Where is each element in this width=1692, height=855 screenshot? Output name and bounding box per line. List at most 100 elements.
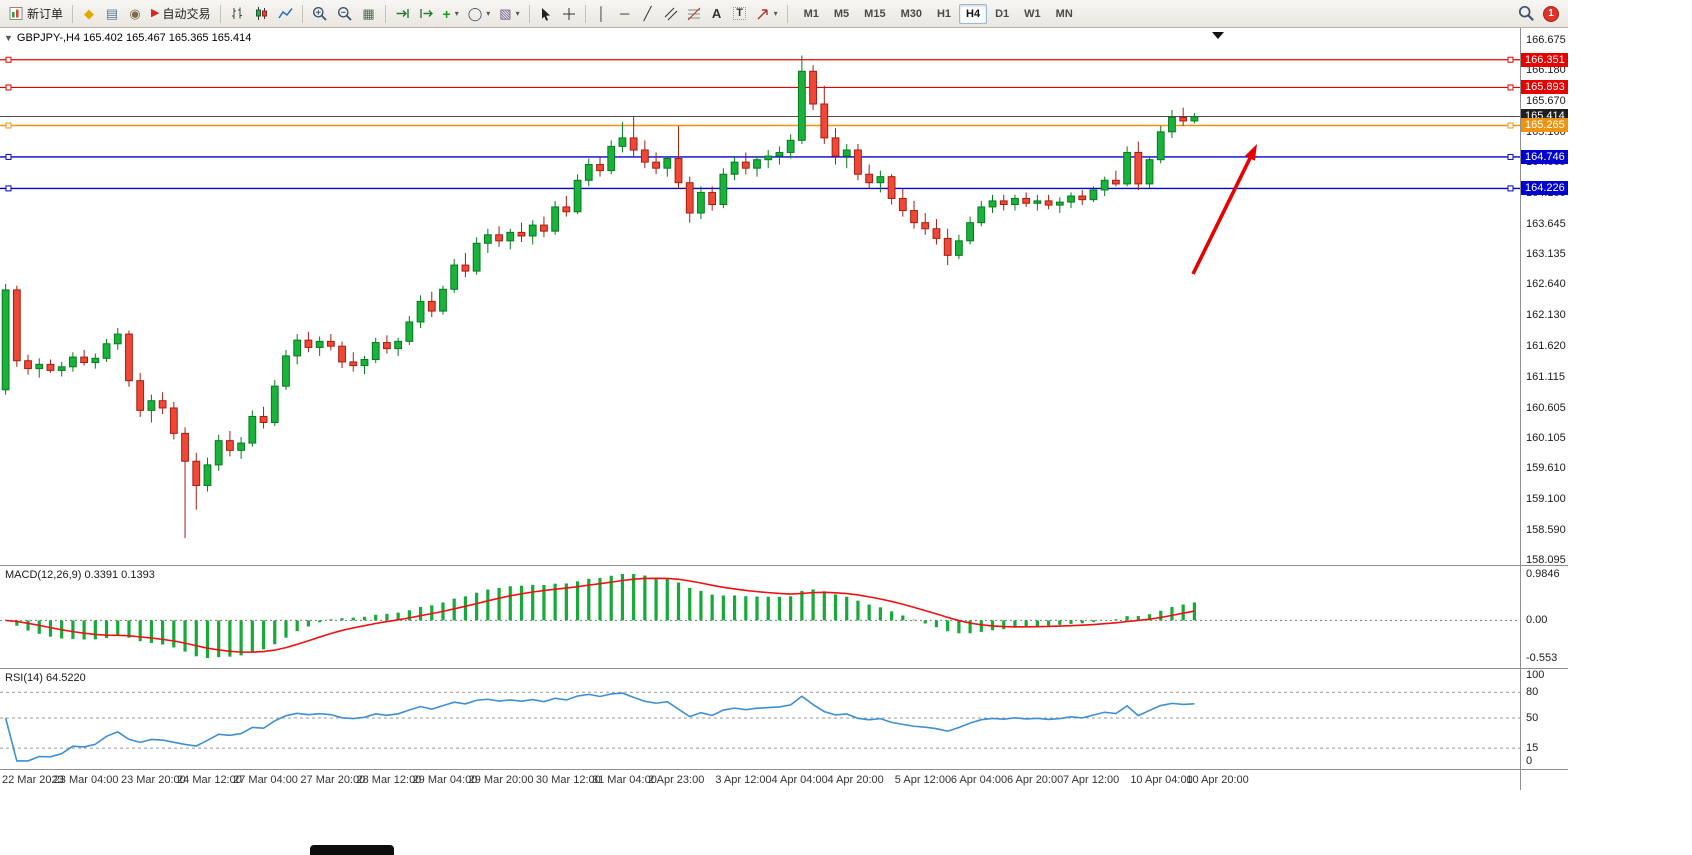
- rsi-panel[interactable]: RSI(14) 64.5220: [0, 669, 1520, 770]
- text-button[interactable]: A: [706, 3, 728, 25]
- horizontal-line-button[interactable]: ─: [614, 3, 636, 25]
- candle-body: [483, 234, 492, 244]
- macd-scale[interactable]: 0.9846 0.00 -0.553: [1520, 566, 1568, 669]
- tile-windows-button[interactable]: ▦: [358, 3, 380, 25]
- zoom-in-button[interactable]: [308, 3, 332, 25]
- candle-body: [461, 264, 470, 272]
- line-handle: [1507, 84, 1514, 91]
- macd-label: MACD(12,26,9) 0.3391 0.1393: [5, 569, 155, 581]
- channel-button[interactable]: [660, 3, 682, 25]
- chart-window: ▼ GBPJPY-,H4 165.402 165.467 165.365 165…: [0, 28, 1568, 791]
- toolbar-separator: [219, 4, 221, 23]
- periods-button[interactable]: ◯ ▾: [464, 3, 495, 25]
- fibonacci-button[interactable]: [683, 3, 705, 25]
- chart-shift-button[interactable]: [415, 3, 438, 25]
- auto-trading-button[interactable]: ▶ 自动交易: [147, 3, 214, 25]
- navigator-icon: ◉: [129, 6, 141, 21]
- candle-body: [169, 407, 178, 434]
- candle-body: [741, 161, 750, 169]
- timeframe-button-h1[interactable]: H1: [936, 7, 952, 20]
- price-tick-label: 162.640: [1526, 278, 1566, 291]
- fibonacci-icon: [687, 7, 700, 20]
- candle-body: [326, 340, 335, 347]
- timeframe-button-m5[interactable]: M5: [833, 7, 850, 20]
- chevron-down-icon: ▾: [454, 9, 459, 18]
- candle-body: [1022, 197, 1031, 204]
- templates-button[interactable]: ▧ ▾: [495, 3, 523, 25]
- time-label: 4 Apr 20:00: [827, 774, 884, 786]
- collapse-arrow-icon[interactable]: ▼: [4, 33, 13, 43]
- timeframe-button-d1[interactable]: D1: [995, 7, 1010, 20]
- time-label: 24 Mar 12:00: [177, 774, 242, 786]
- candle-body: [315, 340, 324, 348]
- candle-body: [113, 333, 122, 345]
- candle-body: [932, 228, 941, 239]
- candle-body: [708, 191, 717, 206]
- auto-scroll-button[interactable]: [391, 3, 414, 25]
- indicators-button[interactable]: + ▾: [439, 3, 463, 25]
- candle-body: [35, 363, 44, 370]
- rsi-chart[interactable]: [0, 669, 1520, 769]
- candle-body: [1123, 151, 1132, 185]
- candle-body: [1011, 197, 1019, 206]
- zoom-out-button[interactable]: [333, 3, 357, 25]
- time-label: 6 Apr 20:00: [1006, 774, 1064, 786]
- main-chart-plot[interactable]: ▼ GBPJPY-,H4 165.402 165.467 165.365 165…: [0, 28, 1520, 566]
- candle-body: [764, 155, 773, 161]
- candle-body: [831, 137, 840, 157]
- candle-body: [1190, 116, 1199, 122]
- candle-body: [1145, 159, 1154, 185]
- search-icon[interactable]: [1518, 5, 1535, 22]
- vertical-line-button[interactable]: │: [591, 3, 613, 25]
- candle-body: [652, 161, 660, 169]
- trendline-button[interactable]: ╱: [637, 3, 659, 25]
- candle-body: [495, 234, 503, 242]
- price-tick-label: 165.670: [1526, 94, 1566, 107]
- macd-tick-label: -0.553: [1526, 652, 1558, 664]
- timeframe-button-mn[interactable]: MN: [1055, 7, 1073, 20]
- navigator-button[interactable]: ◉: [124, 3, 146, 25]
- arrows-button[interactable]: ▾: [752, 3, 782, 25]
- time-label: 6 Apr 04:00: [950, 774, 1008, 786]
- timeframe-button-h4[interactable]: H4: [959, 3, 988, 24]
- time-axis[interactable]: 22 Mar 2023 23 Mar 04:00 23 Mar 20:00 24 Ma…: [0, 770, 1520, 790]
- candle-body: [147, 400, 156, 411]
- line-handle: [5, 185, 12, 192]
- cursor-button[interactable]: [535, 3, 557, 25]
- market-watch-button[interactable]: ◆: [78, 3, 100, 25]
- data-window-button[interactable]: ▤: [101, 3, 123, 25]
- candle-body: [797, 70, 806, 141]
- zoom-in-icon: [312, 6, 327, 21]
- bottom-black-bar: [310, 845, 394, 855]
- candle-body: [573, 179, 582, 213]
- notification-badge[interactable]: 1: [1543, 5, 1559, 22]
- candle-body: [674, 157, 683, 184]
- candle-body: [214, 440, 223, 466]
- candle-body: [304, 339, 313, 348]
- timeframe-button-m1[interactable]: M1: [803, 7, 819, 20]
- macd-panel[interactable]: MACD(12,26,9) 0.3391 0.1393: [0, 566, 1520, 669]
- time-label: 27 Mar 20:00: [300, 774, 366, 786]
- candle-body: [786, 139, 795, 153]
- new-order-button[interactable]: 新订单: [5, 3, 67, 25]
- auto-scroll-icon: [396, 9, 409, 18]
- chart-shift-marker-icon: [1212, 32, 1224, 39]
- candle-body: [506, 231, 515, 242]
- timeframe-toolbar: M1 M5 M15 M30 H1 H4 D1 W1 MN: [797, 3, 1080, 24]
- timeframe-button-m30[interactable]: M30: [900, 7, 922, 20]
- line-chart-button[interactable]: [274, 3, 297, 25]
- candle-body: [125, 333, 133, 382]
- text-label-button[interactable]: T: [729, 3, 751, 25]
- channel-icon: [664, 7, 677, 20]
- bar-chart-button[interactable]: [226, 3, 249, 25]
- candle-body: [753, 159, 761, 169]
- rsi-scale[interactable]: 100 80 50 15 0: [1520, 669, 1568, 770]
- macd-chart[interactable]: [0, 566, 1520, 668]
- crosshair-button[interactable]: [558, 3, 580, 25]
- candlestick-chart[interactable]: [0, 28, 1520, 566]
- timeframe-button-w1[interactable]: W1: [1024, 7, 1041, 20]
- price-scale[interactable]: 166.675166.180165.670165.160164.665164.1…: [1520, 28, 1568, 566]
- candlestick-chart-button[interactable]: [250, 3, 273, 25]
- candle-body: [966, 222, 974, 242]
- timeframe-button-m15[interactable]: M15: [864, 7, 886, 20]
